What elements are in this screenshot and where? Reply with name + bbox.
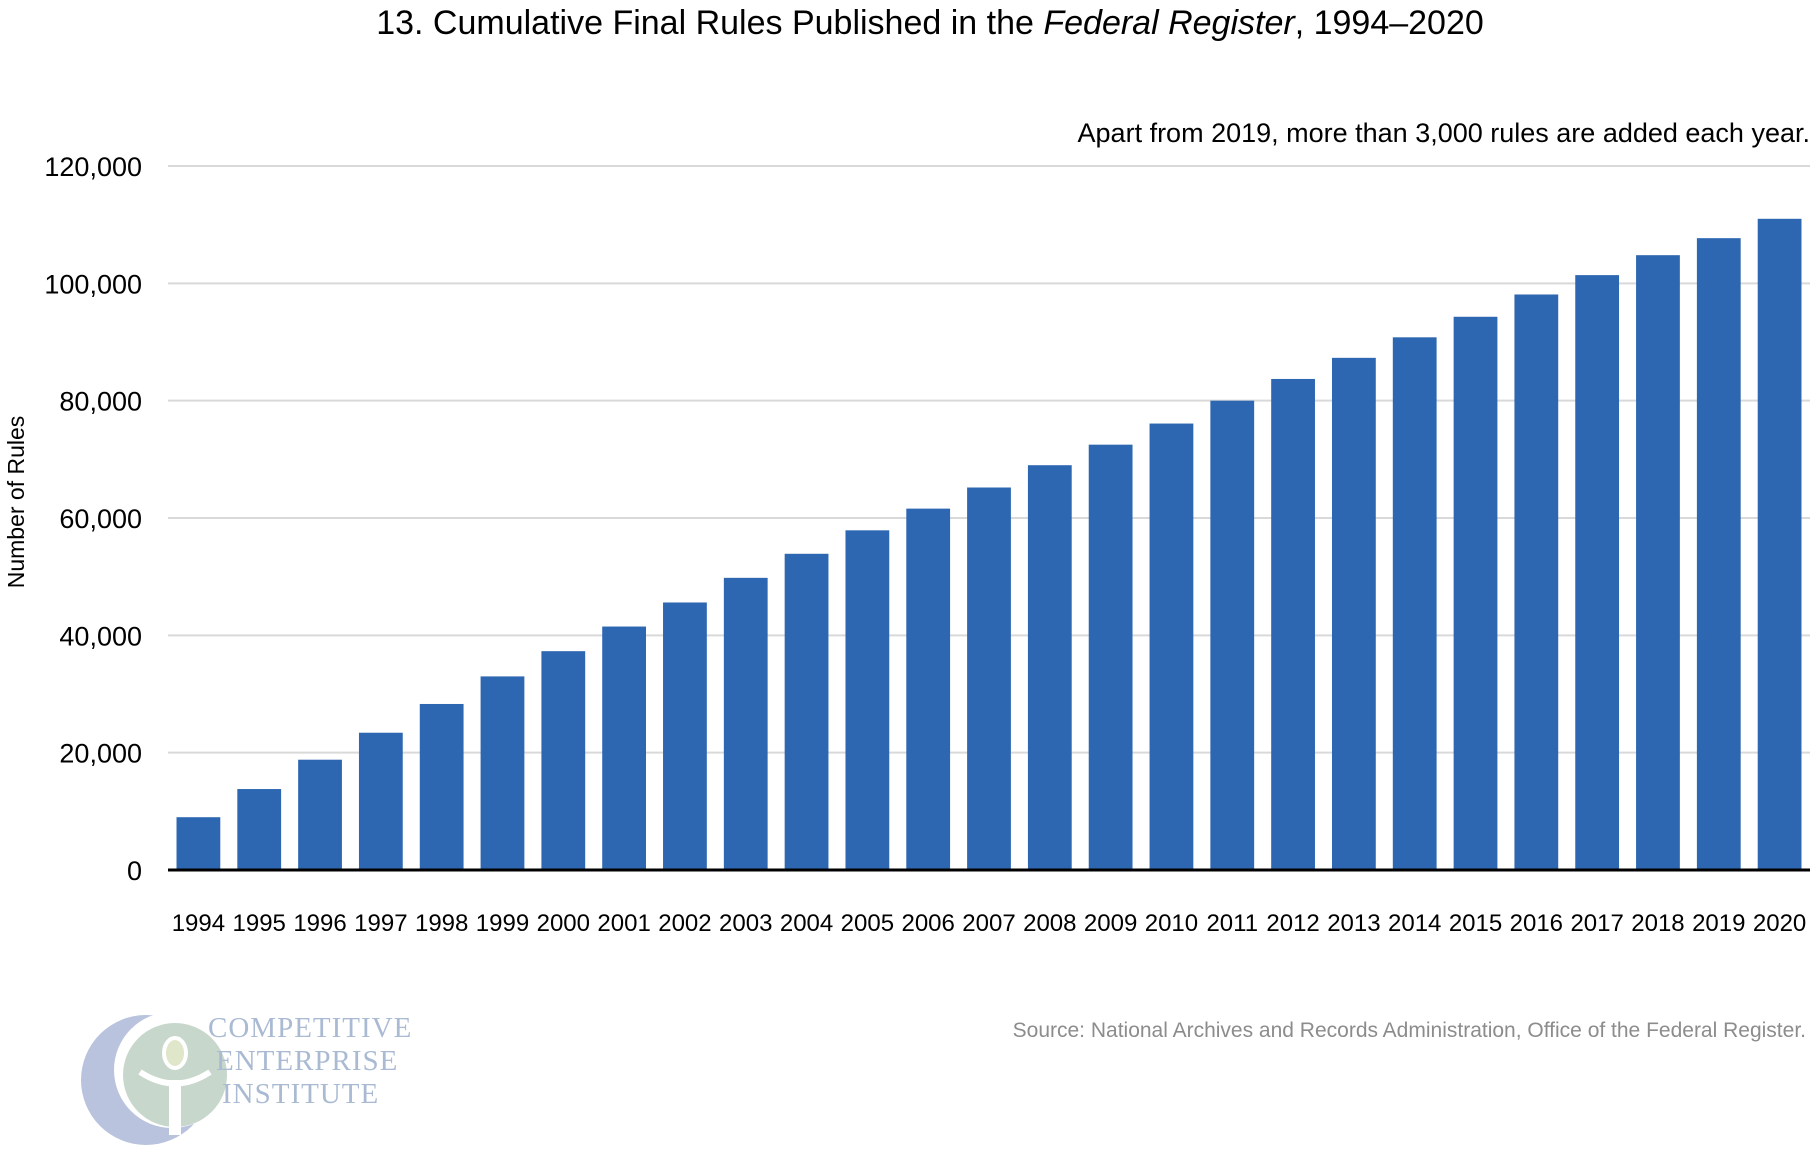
bar-1999 [480, 676, 525, 870]
bar-2006 [906, 508, 951, 870]
x-tick-label: 1999 [476, 910, 529, 937]
y-tick-label: 40,000 [59, 621, 142, 651]
y-tick-label: 120,000 [44, 152, 142, 182]
source-note: Source: National Archives and Records Ad… [1013, 1019, 1806, 1042]
x-tick-label: 2007 [962, 910, 1015, 937]
x-tick-label: 2020 [1753, 910, 1806, 937]
chart-annotation: Apart from 2019, more than 3,000 rules a… [1078, 118, 1810, 148]
x-tick-label: 2014 [1388, 910, 1441, 937]
bar-2001 [602, 626, 647, 870]
y-axis-ticks: 0 20,000 40,000 60,000 80,000 100,000 120,000 [44, 152, 142, 886]
x-tick-label: 2018 [1631, 910, 1684, 937]
cei-logo: COMPETITIVE ENTERPRISE INSTITUTE [81, 1012, 412, 1145]
x-tick-label: 1997 [354, 910, 407, 937]
x-tick-label: 2003 [719, 910, 772, 937]
bar-2015 [1453, 316, 1498, 871]
x-axis-ticks: 1994 1995 1996 1997 1998 1999 2000 2001 2002 2003… [172, 910, 1807, 937]
bar-2002 [663, 602, 707, 870]
x-tick-label: 2010 [1145, 910, 1198, 937]
bar-2020 [1757, 218, 1802, 871]
bar-2011 [1210, 400, 1255, 870]
bar-1994 [176, 817, 221, 870]
bar-2018 [1636, 255, 1680, 870]
bar-2009 [1088, 444, 1133, 870]
x-tick-label: 2019 [1692, 910, 1745, 937]
bars [176, 218, 1802, 871]
bar-1998 [419, 703, 464, 870]
bar-2014 [1392, 337, 1437, 871]
cei-logo-mark [81, 1012, 230, 1145]
x-tick-label: 2001 [597, 910, 650, 937]
bar-1995 [237, 789, 282, 870]
x-tick-label: 2002 [658, 910, 711, 937]
x-tick-label: 1994 [172, 910, 225, 937]
bar-2008 [1027, 465, 1072, 870]
x-tick-label: 2006 [901, 910, 954, 937]
x-tick-label: 1998 [415, 910, 468, 937]
chart-title-prefix: 13. Cumulative Final Rules Published in … [376, 4, 1043, 42]
x-tick-label: 2017 [1570, 910, 1623, 937]
cei-logo-line1: COMPETITIVE [208, 1012, 412, 1044]
y-tick-label: 100,000 [44, 269, 142, 299]
bar-2019 [1696, 238, 1741, 870]
chart-title-italic: Federal Register [1043, 4, 1296, 42]
bar-2017 [1575, 275, 1620, 870]
x-tick-label: 2004 [780, 910, 833, 937]
y-tick-label: 0 [127, 856, 142, 886]
chart-title-suffix: , 1994–2020 [1295, 4, 1484, 42]
bar-2003 [723, 577, 768, 870]
bar-2016 [1514, 294, 1559, 871]
x-tick-label: 2008 [1023, 910, 1076, 937]
x-tick-label: 2000 [537, 910, 590, 937]
x-tick-label: 2009 [1084, 910, 1137, 937]
y-tick-label: 60,000 [59, 504, 142, 534]
y-axis-label: Number of Rules [3, 416, 29, 589]
x-tick-label: 2015 [1449, 910, 1502, 937]
bar-1997 [358, 732, 403, 870]
cei-logo-line2: ENTERPRISE [216, 1045, 398, 1077]
bar-2012 [1271, 378, 1315, 870]
y-tick-label: 80,000 [59, 387, 142, 417]
x-tick-label: 2011 [1206, 910, 1258, 937]
bar-2004 [784, 553, 829, 870]
x-tick-label: 2016 [1510, 910, 1563, 937]
x-tick-label: 1996 [293, 910, 346, 937]
chart-title: 13. Cumulative Final Rules Published in … [376, 4, 1484, 42]
y-tick-label: 20,000 [59, 739, 142, 769]
x-tick-label: 2005 [841, 910, 894, 937]
bar-2013 [1331, 357, 1376, 871]
bar-2010 [1149, 423, 1194, 870]
bar-2005 [845, 530, 890, 870]
x-tick-label: 1995 [233, 910, 286, 937]
bar-1996 [298, 759, 342, 870]
bar-2000 [541, 651, 586, 870]
x-tick-label: 2013 [1327, 910, 1380, 937]
bar-2007 [967, 487, 1011, 870]
x-tick-label: 2012 [1266, 910, 1319, 937]
cei-logo-line3: INSTITUTE [222, 1078, 379, 1110]
